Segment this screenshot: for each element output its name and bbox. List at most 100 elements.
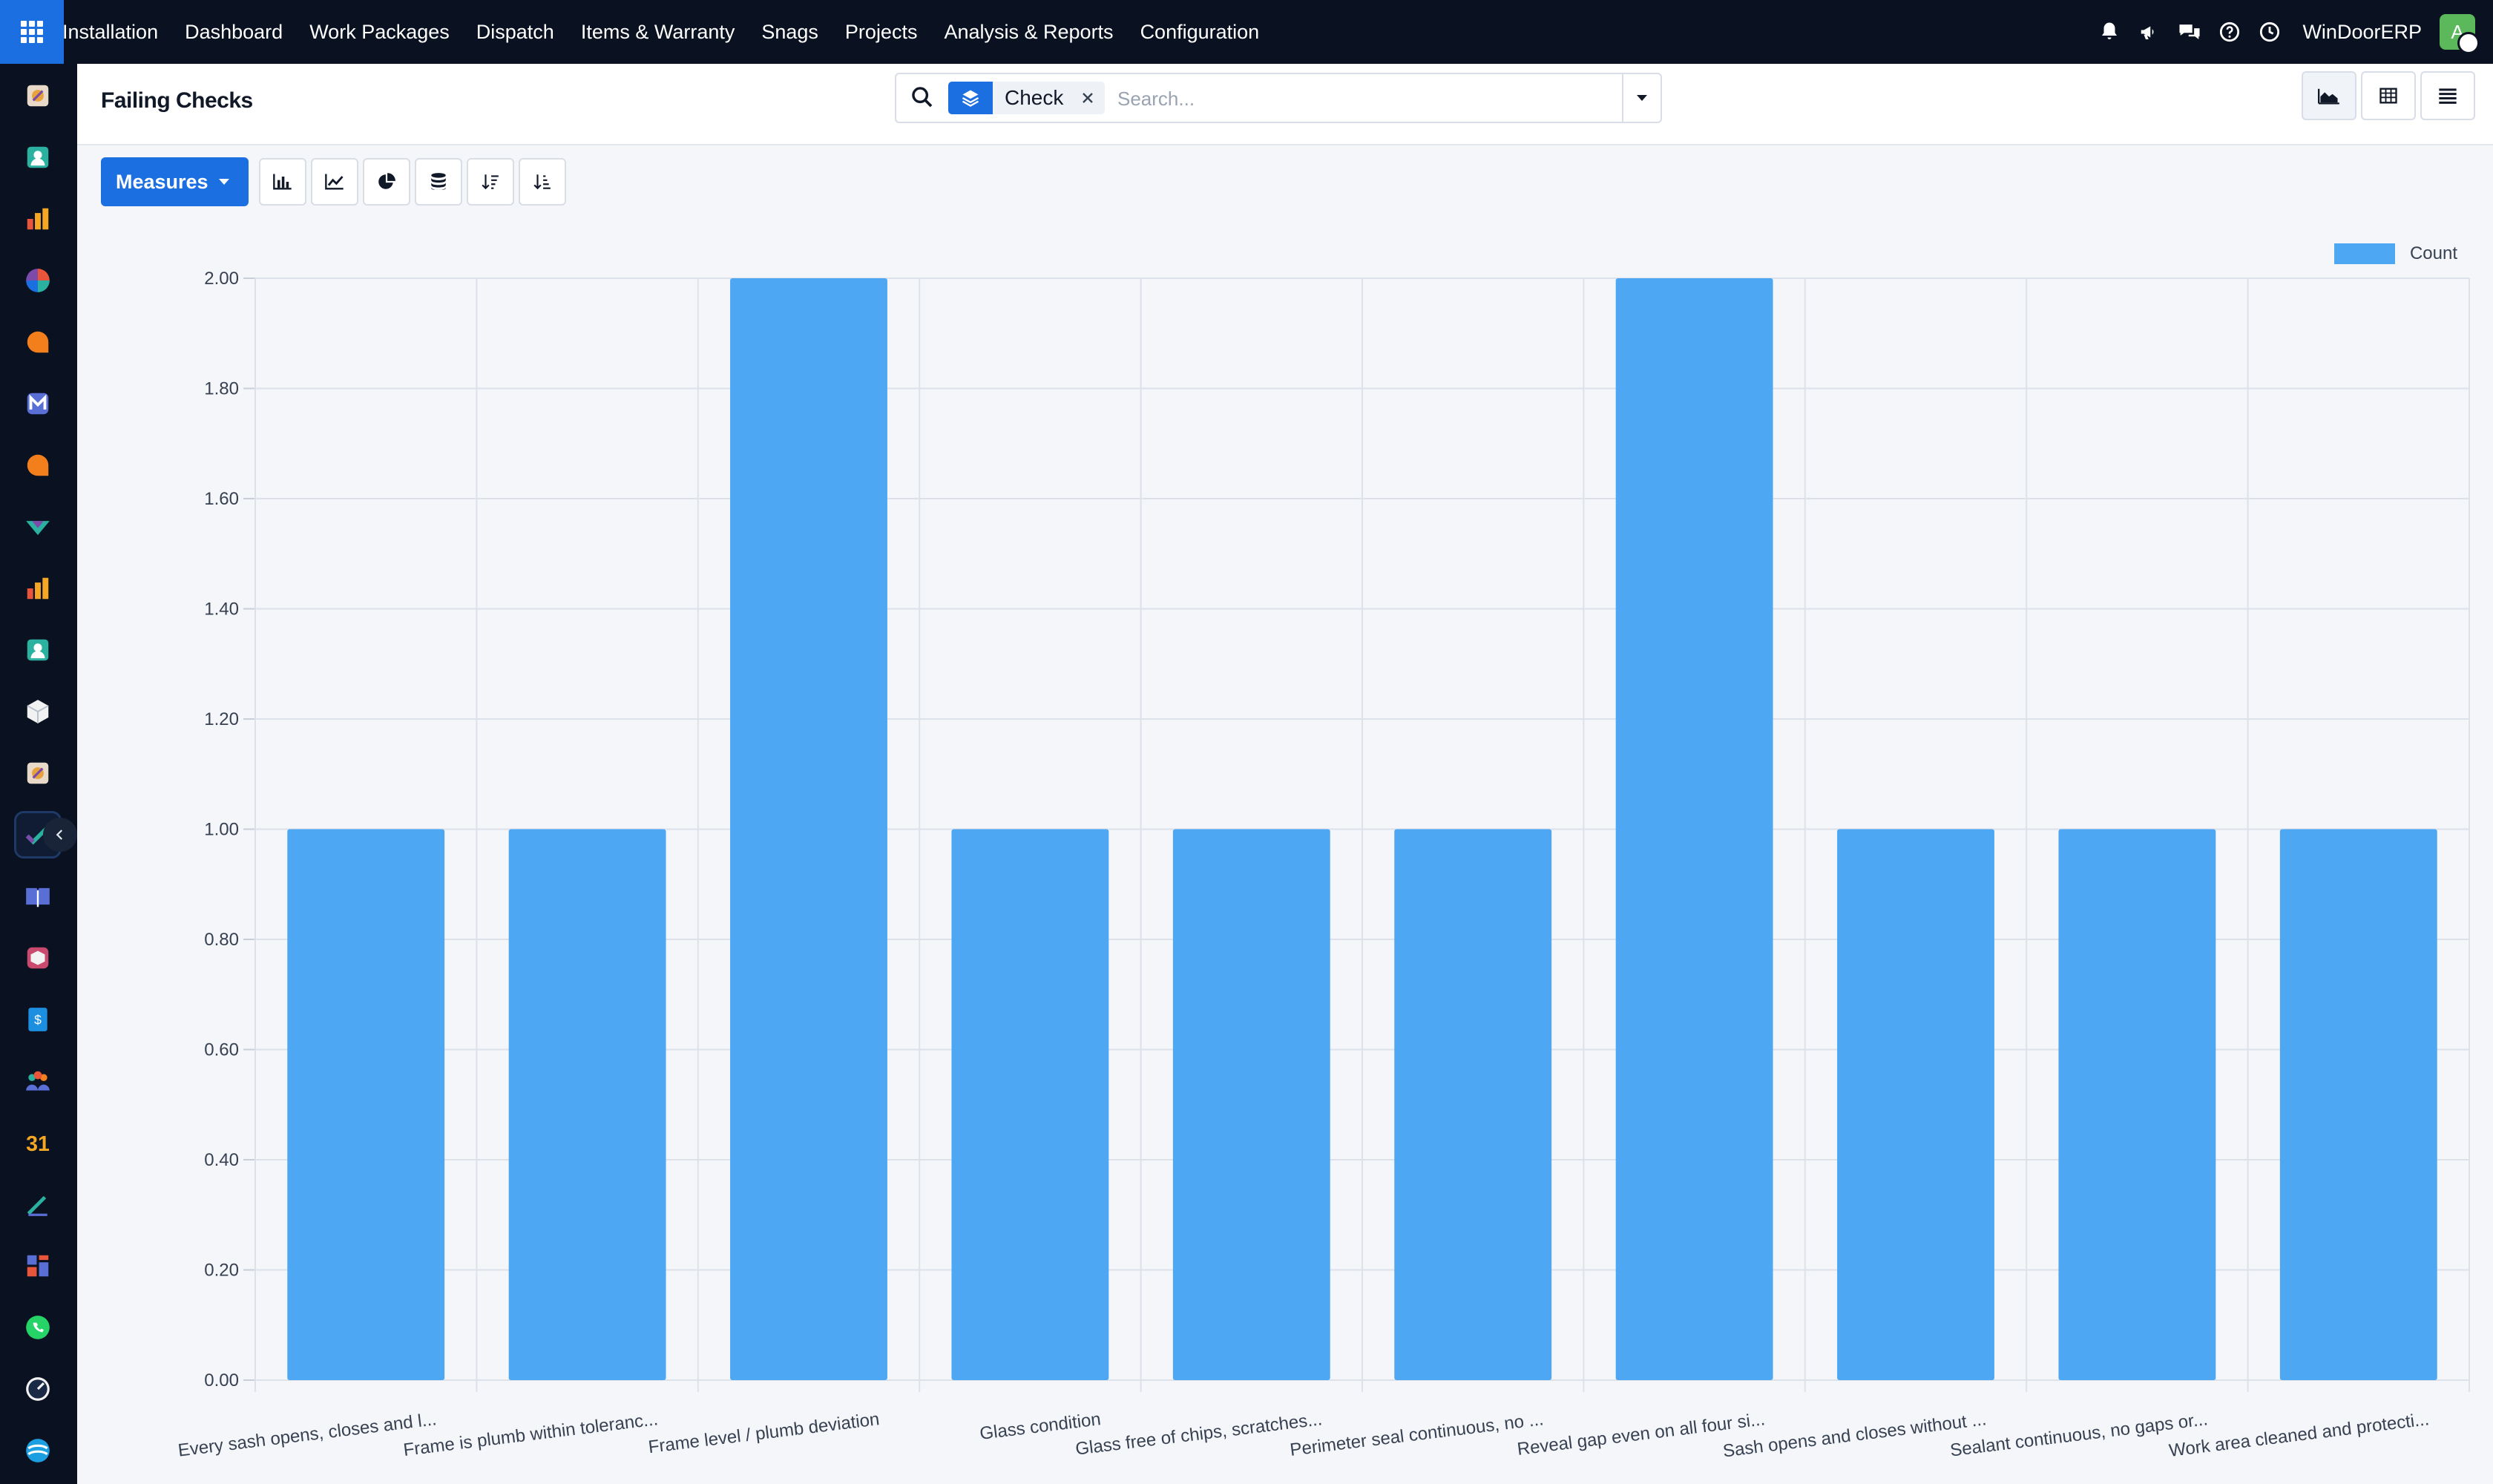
x-tick-label: Frame level / plumb deviation — [647, 1409, 880, 1457]
chart-legend[interactable]: Count — [2333, 243, 2457, 264]
chart-bar — [1837, 829, 1994, 1380]
sort-descending-icon — [481, 174, 499, 190]
menu-item-items-warranty[interactable]: Items & Warranty — [580, 20, 735, 43]
chart-bar — [287, 829, 445, 1380]
area-chart-icon — [2318, 88, 2339, 105]
facet-remove-button[interactable] — [1077, 82, 1099, 114]
legend-label: Count — [2409, 243, 2457, 263]
top-navbar: Installation Dashboard Work Packages Dis… — [0, 0, 2493, 64]
apps-icon-8[interactable] — [16, 505, 59, 548]
apps-icon-10[interactable] — [16, 628, 59, 672]
chart-bar — [1172, 829, 1330, 1380]
chevron-left-icon — [56, 830, 63, 840]
apps-icon-6[interactable] — [16, 382, 59, 425]
page-title: Failing Checks — [101, 88, 253, 113]
layers-icon — [948, 82, 993, 114]
pie-chart-icon — [378, 173, 395, 189]
apps-menu-button[interactable] — [0, 0, 64, 64]
caret-down-icon — [1637, 95, 1647, 101]
apps-icon-23[interactable] — [16, 1429, 59, 1472]
user-avatar[interactable]: A — [2440, 14, 2480, 54]
chat-icon[interactable] — [2175, 17, 2204, 47]
apps-icon-20[interactable] — [16, 1244, 59, 1287]
search-bar[interactable]: Check — [895, 73, 1662, 123]
apps-grid-icon — [21, 21, 43, 43]
x-tick-label: Perimeter seal continuous, no ... — [1289, 1409, 1545, 1460]
bar-chart-icon — [272, 174, 292, 190]
y-tick-label: 0.20 — [204, 1261, 239, 1281]
search-icon[interactable] — [910, 85, 935, 110]
svg-text:31: 31 — [26, 1132, 50, 1156]
menu-item-configuration[interactable]: Configuration — [1140, 20, 1260, 43]
chart-bar — [2279, 829, 2437, 1380]
apps-icon-22[interactable] — [16, 1368, 59, 1411]
sort-ascending-icon — [533, 174, 551, 190]
bar-chart-button[interactable] — [258, 158, 306, 206]
app-sidebar: $ 31 — [0, 64, 77, 1484]
systray: WinDoorERP A — [2084, 0, 2480, 64]
menu-item-installation[interactable]: Installation — [62, 20, 159, 43]
help-icon[interactable] — [2215, 17, 2244, 47]
apps-icon-12[interactable] — [16, 752, 59, 795]
sort-ascending-button[interactable] — [518, 158, 566, 206]
menu-item-dispatch[interactable]: Dispatch — [476, 20, 554, 43]
bar-chart-canvas: 0.00 0.20 0.40 0.60 0.80 1.00 1.20 1.40 1.60 1.80… — [177, 269, 2470, 1462]
y-tick-label: 1.80 — [204, 379, 239, 399]
apps-icon-16[interactable]: $ — [16, 998, 59, 1041]
y-tick-label: 1.40 — [204, 600, 239, 620]
list-icon — [2439, 88, 2457, 104]
control-panel: Failing Checks Check — [77, 64, 2493, 145]
menu-item-dashboard[interactable]: Dashboard — [185, 20, 283, 43]
table-icon — [2379, 88, 2397, 104]
menu-item-snags[interactable]: Snags — [761, 20, 818, 43]
x-tick-label: Every sash opens, closes and l... — [177, 1409, 438, 1461]
main-menu: Installation Dashboard Work Packages Dis… — [62, 0, 1286, 64]
y-tick-label: 1.20 — [204, 709, 239, 729]
measures-dropdown-button[interactable]: Measures — [101, 157, 249, 206]
apps-icon-21[interactable] — [16, 1306, 59, 1349]
menu-item-projects[interactable]: Projects — [844, 20, 918, 43]
chart-bar — [2058, 829, 2216, 1380]
apps-icon-17[interactable] — [16, 1060, 59, 1103]
y-tick-label: 1.00 — [204, 820, 239, 840]
apps-icon-5[interactable] — [16, 321, 59, 364]
apps-icon-15[interactable] — [16, 936, 59, 979]
company-name[interactable]: WinDoorERP — [2302, 20, 2422, 43]
menu-item-analysis-reports[interactable]: Analysis & Reports — [944, 20, 1114, 43]
sidebar-collapse-button[interactable] — [43, 818, 77, 852]
apps-icon-9[interactable] — [16, 567, 59, 610]
apps-icon-19[interactable] — [16, 1183, 59, 1226]
x-tick-label: Frame is plumb within toleranc... — [402, 1409, 659, 1460]
apps-icon-14[interactable] — [16, 875, 59, 918]
graph-view-button[interactable] — [2302, 71, 2356, 120]
search-input[interactable] — [1116, 82, 1564, 116]
chart-bar — [1394, 829, 1552, 1380]
bell-icon[interactable] — [2095, 17, 2124, 47]
search-facet-groupby[interactable]: Check — [948, 82, 1106, 114]
y-tick-label: 0.00 — [204, 1370, 239, 1391]
apps-icon-2[interactable] — [16, 136, 59, 179]
y-tick-label: 0.80 — [204, 930, 239, 950]
apps-icon-7[interactable] — [16, 444, 59, 487]
clock-icon[interactable] — [2255, 17, 2285, 47]
sort-descending-button[interactable] — [466, 158, 514, 206]
apps-icon-4[interactable] — [16, 259, 59, 302]
menu-item-work-packages[interactable]: Work Packages — [309, 20, 450, 43]
search-options-toggle[interactable] — [1622, 74, 1661, 122]
chart-bar — [508, 829, 666, 1380]
line-chart-button[interactable] — [310, 158, 358, 206]
pivot-view-button[interactable] — [2361, 71, 2416, 120]
y-tick-label: 0.60 — [204, 1040, 239, 1060]
pie-chart-button[interactable] — [362, 158, 410, 206]
apps-icon-18[interactable]: 31 — [16, 1121, 59, 1164]
stacked-button[interactable] — [414, 158, 462, 206]
apps-icon-1[interactable] — [16, 74, 59, 117]
legend-swatch — [2333, 243, 2395, 264]
list-view-button[interactable] — [2420, 71, 2475, 120]
chart-bar — [1615, 278, 1773, 1380]
y-tick-label: 0.40 — [204, 1150, 239, 1170]
apps-icon-3[interactable] — [16, 197, 59, 240]
megaphone-icon[interactable] — [2135, 17, 2164, 47]
view-switcher — [2297, 71, 2475, 120]
apps-icon-11[interactable] — [16, 690, 59, 733]
